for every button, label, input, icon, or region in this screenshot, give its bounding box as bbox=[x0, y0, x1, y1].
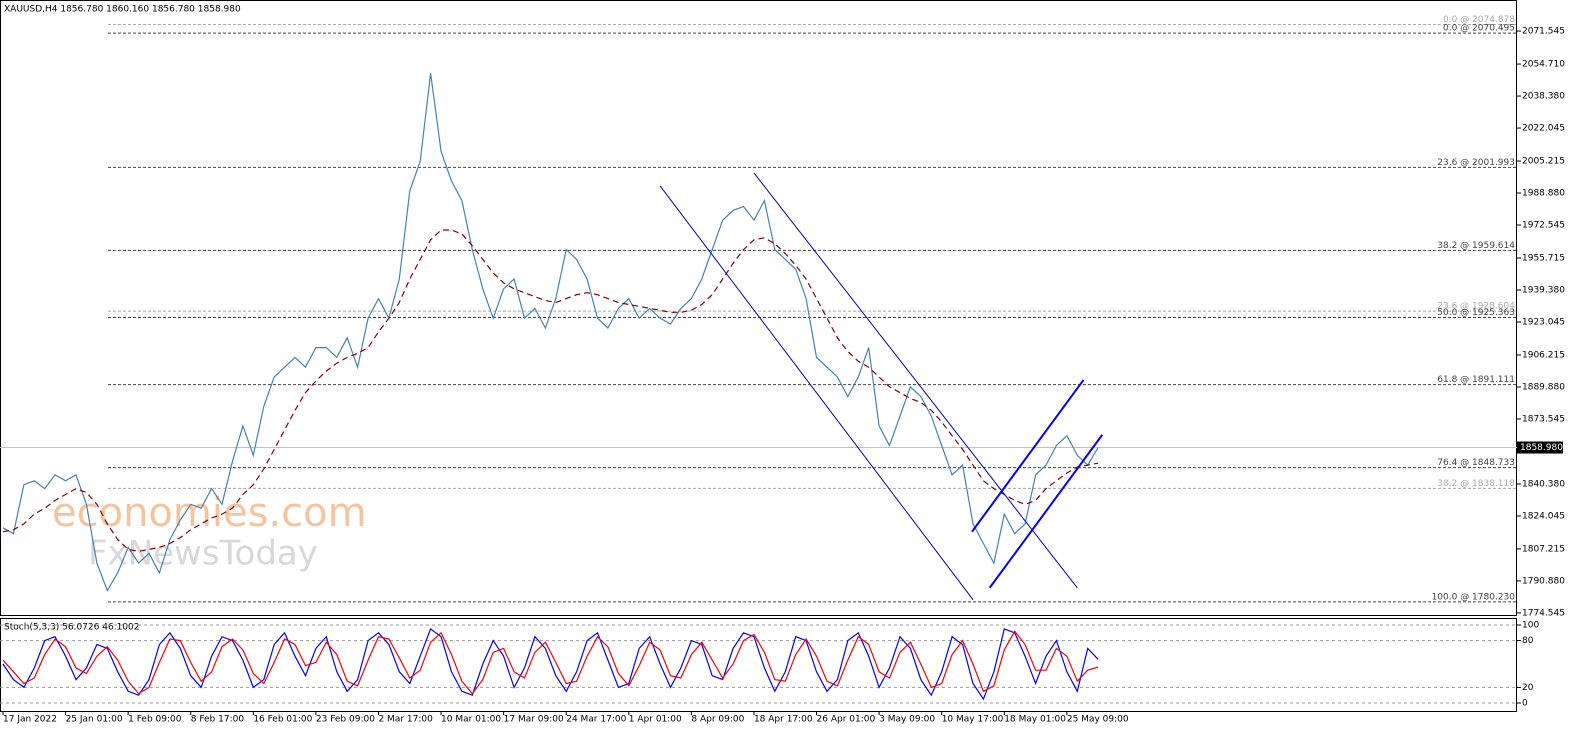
chart-title: XAUUSD,H4 1856.780 1860.160 1856.780 185… bbox=[4, 5, 241, 15]
fib-label: 38.2 @ 1959.614 bbox=[1437, 241, 1515, 251]
x-tick-label: 17 Jan 2022 bbox=[3, 715, 57, 725]
fib-label: 23.6 @ 1928.604 bbox=[1437, 302, 1515, 312]
y-tick-label: 2005.215 bbox=[1522, 157, 1565, 167]
x-tick-label: 10 Mar 01:00 bbox=[441, 715, 501, 725]
y-tick-label: 1988.880 bbox=[1522, 189, 1565, 199]
y-tick-label: 1774.545 bbox=[1522, 608, 1565, 618]
fib-label: 61.8 @ 1891.111 bbox=[1437, 375, 1515, 385]
y-tick-label: 2071.545 bbox=[1522, 27, 1565, 37]
y-tick-label: 100 bbox=[1522, 621, 1539, 631]
main-panel bbox=[0, 0, 1517, 616]
y-tick-label: 1923.045 bbox=[1522, 318, 1565, 328]
y-tick-label: 1906.215 bbox=[1522, 350, 1565, 360]
x-tick-label: 1 Apr 01:00 bbox=[629, 715, 682, 725]
y-tick-label: 1873.545 bbox=[1522, 414, 1565, 424]
trend-line bbox=[659, 185, 974, 601]
x-tick-label: 1 Feb 09:00 bbox=[128, 715, 182, 725]
y-tick-label: 2054.710 bbox=[1522, 60, 1565, 70]
x-tick-label: 18 May 01:00 bbox=[1004, 715, 1066, 725]
y-tick-label: 1840.380 bbox=[1522, 479, 1565, 489]
watermark: economies.com bbox=[52, 490, 367, 536]
series-line bbox=[2, 630, 1099, 695]
y-tick-label: 1824.045 bbox=[1522, 511, 1565, 521]
x-tick-label: 8 Feb 17:00 bbox=[191, 715, 245, 725]
fib-label: 0.0 @ 2070.495 bbox=[1443, 24, 1515, 34]
stoch-title: Stoch(5,3,3) 56.0726 46.1002 bbox=[4, 623, 139, 633]
x-tick-label: 10 May 17:00 bbox=[942, 715, 1004, 725]
y-tick-label: 2022.045 bbox=[1522, 124, 1565, 134]
fib-label: 50.0 @ 1925.363 bbox=[1437, 308, 1515, 318]
watermark: FxNewsToday bbox=[88, 534, 318, 574]
series-line bbox=[2, 229, 1099, 552]
x-tick-label: 8 Apr 09:00 bbox=[691, 715, 744, 725]
trend-line bbox=[988, 434, 1104, 589]
fib-label: 0.0 @ 2074.878 bbox=[1443, 15, 1515, 25]
stoch-panel bbox=[0, 618, 1517, 712]
y-tick-label: 1889.880 bbox=[1522, 382, 1565, 392]
current-price-box bbox=[1517, 441, 1563, 454]
x-tick-label: 23 Feb 09:00 bbox=[316, 715, 375, 725]
current-price-label: 1858.980 bbox=[1520, 443, 1563, 453]
y-tick-label: 1807.215 bbox=[1522, 544, 1565, 554]
y-tick-label: 1790.880 bbox=[1522, 576, 1565, 586]
x-tick-label: 26 Apr 01:00 bbox=[817, 715, 876, 725]
y-tick-label: 0 bbox=[1522, 699, 1528, 709]
x-tick-label: 25 Jan 01:00 bbox=[66, 715, 123, 725]
y-tick-label: 1972.545 bbox=[1522, 221, 1565, 231]
fib-label: 100.0 @ 1780.230 bbox=[1432, 592, 1516, 602]
fib-label: 76.4 @ 1848.733 bbox=[1437, 458, 1515, 468]
trend-line bbox=[753, 172, 1078, 589]
series-line bbox=[2, 627, 1099, 701]
x-tick-label: 18 Apr 17:00 bbox=[754, 715, 813, 725]
x-tick-label: 3 May 09:00 bbox=[879, 715, 935, 725]
y-tick-label: 80 bbox=[1522, 636, 1534, 646]
x-tick-label: 17 Mar 09:00 bbox=[504, 715, 564, 725]
x-tick-label: 25 May 09:00 bbox=[1067, 715, 1129, 725]
y-tick-label: 2038.380 bbox=[1522, 92, 1565, 102]
fib-label: 23.6 @ 2001.993 bbox=[1437, 158, 1515, 168]
trend-line bbox=[971, 379, 1085, 533]
y-tick-label: 20 bbox=[1522, 683, 1534, 693]
x-tick-label: 24 Mar 17:00 bbox=[566, 715, 626, 725]
y-tick-label: 1955.715 bbox=[1522, 254, 1565, 264]
y-tick-label: 1939.380 bbox=[1522, 286, 1565, 296]
x-tick-label: 16 Feb 01:00 bbox=[253, 715, 312, 725]
x-tick-label: 2 Mar 17:00 bbox=[378, 715, 433, 725]
fib-label: 38.2 @ 1838.118 bbox=[1437, 479, 1515, 489]
series-line bbox=[2, 73, 1099, 592]
